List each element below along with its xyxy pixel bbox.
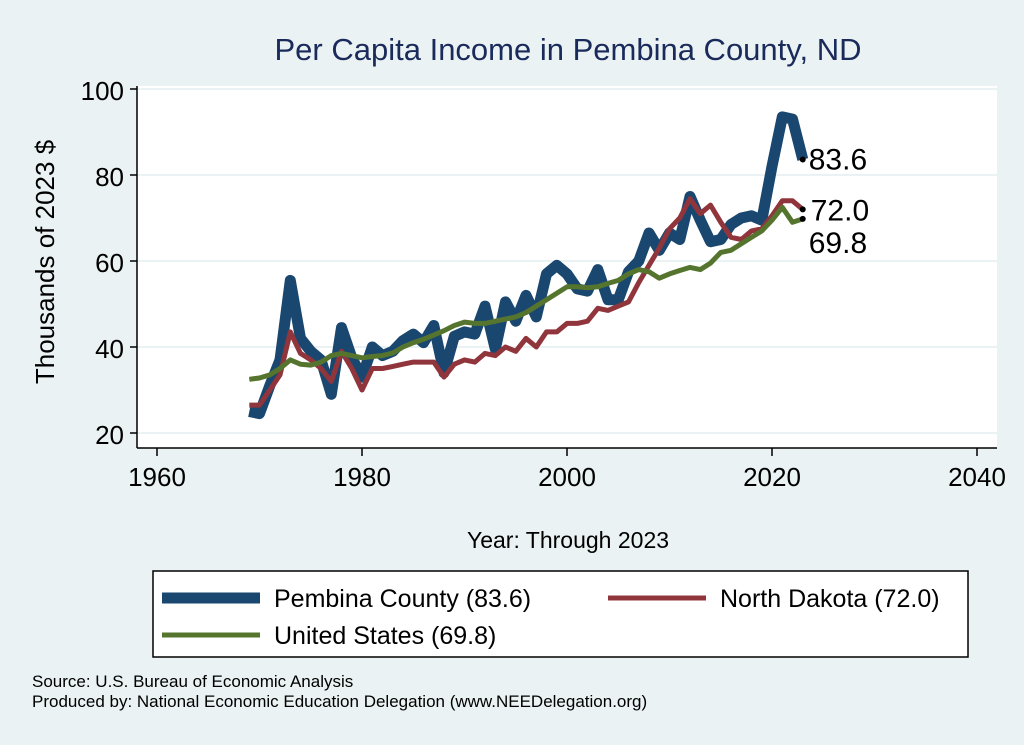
chart-title: Per Capita Income in Pembina County, ND [275, 32, 862, 67]
end-value-label: 69.8 [809, 227, 867, 260]
series-line-2 [248, 204, 804, 382]
end-point-0 [799, 156, 806, 163]
y-tick-label: 40 [95, 334, 124, 364]
legend-box [152, 570, 969, 658]
legend-label: United States (69.8) [274, 622, 496, 650]
x-tick-label: 1980 [333, 462, 391, 492]
legend-label: Pembina County (83.6) [274, 585, 531, 613]
x-tick-label: 1960 [128, 462, 186, 492]
y-tick-label: 60 [95, 248, 124, 278]
y-tick-label: 100 [81, 76, 124, 106]
end-labels: 83.6 72.069.8 [799, 144, 869, 260]
y-tick-label: 20 [95, 420, 124, 450]
x-tick-label: 2020 [743, 462, 801, 492]
legend: Pembina County (83.6) North Dakota (72.0)… [162, 585, 940, 650]
series-line-0 [248, 111, 809, 420]
y-tick-label: 80 [95, 162, 124, 192]
x-tick-label: 2000 [538, 462, 596, 492]
source-note: Source: U.S. Bureau of Economic Analysis [32, 672, 354, 691]
x-axis-label: Year: Through 2023 [467, 527, 669, 553]
produced-by-note: Produced by: National Economic Education… [32, 692, 648, 711]
y-axis-label: Thousands of 2023 $ [30, 139, 60, 384]
end-value-label: 83.6 [809, 144, 867, 177]
end-value-label: 72.0 [811, 194, 869, 227]
end-point-1 [799, 206, 806, 213]
legend-label: North Dakota (72.0) [720, 585, 940, 613]
x-tick-label: 2040 [948, 462, 1006, 492]
series-lines [248, 111, 809, 420]
end-point-2 [799, 215, 806, 222]
